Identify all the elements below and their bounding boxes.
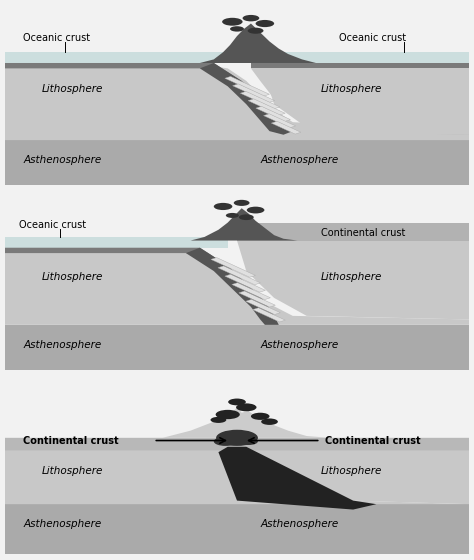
Text: Oceanic crust: Oceanic crust [339, 34, 406, 44]
Circle shape [230, 26, 244, 31]
Polygon shape [5, 447, 469, 504]
Circle shape [255, 20, 274, 27]
Text: Asthenosphere: Asthenosphere [260, 156, 338, 165]
Text: Asthenosphere: Asthenosphere [23, 520, 101, 530]
Polygon shape [264, 114, 296, 128]
Polygon shape [251, 63, 469, 68]
Polygon shape [246, 300, 280, 315]
Polygon shape [260, 63, 469, 140]
Polygon shape [172, 208, 297, 241]
Circle shape [228, 399, 246, 405]
Polygon shape [232, 283, 270, 300]
Polygon shape [5, 438, 246, 450]
Text: Lithosphere: Lithosphere [42, 466, 103, 475]
Polygon shape [239, 291, 275, 307]
Circle shape [236, 403, 256, 411]
Text: Lithosphere: Lithosphere [42, 83, 103, 94]
Text: Oceanic crust: Oceanic crust [18, 220, 86, 230]
Circle shape [239, 214, 254, 220]
Circle shape [214, 203, 232, 210]
Circle shape [243, 15, 259, 21]
Polygon shape [237, 447, 469, 504]
Circle shape [261, 418, 278, 425]
Polygon shape [5, 140, 469, 185]
Polygon shape [5, 63, 469, 140]
Text: Asthenosphere: Asthenosphere [23, 156, 101, 165]
Polygon shape [5, 63, 469, 135]
Polygon shape [5, 128, 469, 140]
Polygon shape [144, 407, 330, 438]
Text: Continental crust: Continental crust [23, 436, 119, 446]
Text: Lithosphere: Lithosphere [320, 83, 382, 94]
Text: Continental crust: Continental crust [325, 436, 421, 446]
Text: Lithosphere: Lithosphere [42, 272, 103, 282]
Polygon shape [233, 84, 274, 102]
Circle shape [234, 200, 249, 206]
Polygon shape [225, 76, 269, 96]
Polygon shape [240, 91, 280, 109]
Polygon shape [200, 63, 293, 135]
Polygon shape [218, 266, 260, 284]
Circle shape [239, 438, 258, 445]
Polygon shape [5, 52, 469, 63]
Circle shape [251, 413, 270, 420]
Circle shape [216, 410, 240, 419]
Polygon shape [5, 63, 274, 120]
Text: Lithosphere: Lithosphere [320, 466, 382, 475]
Polygon shape [219, 447, 376, 510]
Polygon shape [256, 106, 291, 122]
Polygon shape [5, 248, 265, 306]
Polygon shape [271, 122, 301, 134]
Polygon shape [5, 504, 469, 554]
Polygon shape [181, 24, 316, 63]
Circle shape [247, 207, 264, 213]
Polygon shape [225, 274, 265, 292]
Text: Lithosphere: Lithosphere [320, 272, 382, 282]
Circle shape [210, 417, 226, 423]
Polygon shape [237, 223, 469, 241]
Polygon shape [253, 308, 285, 322]
Text: Asthenosphere: Asthenosphere [23, 340, 101, 350]
Polygon shape [251, 63, 469, 135]
Circle shape [216, 430, 258, 446]
Text: Oceanic crust: Oceanic crust [23, 34, 91, 44]
Text: Asthenosphere: Asthenosphere [260, 520, 338, 530]
Circle shape [226, 213, 239, 218]
Circle shape [222, 18, 243, 26]
Polygon shape [248, 99, 285, 115]
Polygon shape [211, 258, 255, 277]
Polygon shape [237, 241, 469, 325]
Circle shape [214, 437, 237, 446]
Polygon shape [186, 248, 279, 325]
Text: Asthenosphere: Asthenosphere [260, 340, 338, 350]
Polygon shape [228, 438, 469, 450]
Polygon shape [5, 325, 469, 370]
Polygon shape [5, 237, 228, 248]
Polygon shape [5, 248, 469, 325]
Circle shape [248, 27, 264, 34]
Text: Continental crust: Continental crust [320, 228, 405, 239]
